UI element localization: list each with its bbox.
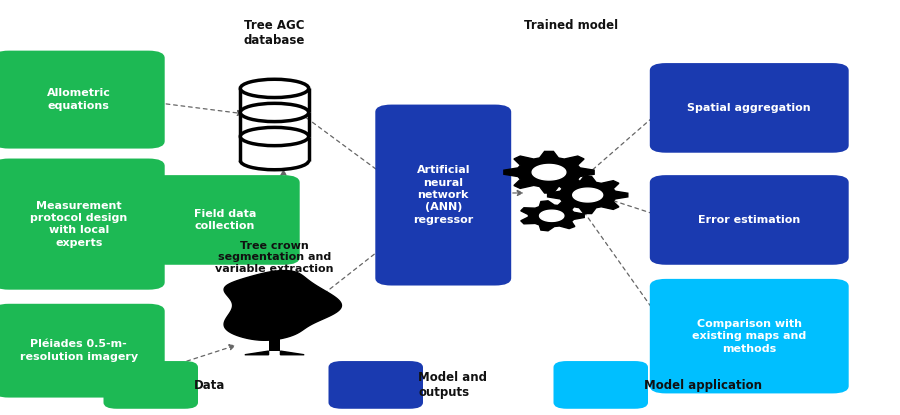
Text: Artificial
neural
network
(ANN)
regressor: Artificial neural network (ANN) regresso…	[413, 165, 473, 225]
Polygon shape	[504, 151, 594, 193]
Text: Spatial aggregation: Spatial aggregation	[688, 103, 811, 113]
FancyBboxPatch shape	[0, 51, 165, 149]
Text: Data: Data	[194, 378, 225, 392]
FancyBboxPatch shape	[104, 361, 198, 409]
Ellipse shape	[240, 103, 309, 122]
Text: Trained model: Trained model	[525, 19, 618, 32]
FancyBboxPatch shape	[0, 159, 165, 290]
Text: Comparison with
existing maps and
methods: Comparison with existing maps and method…	[692, 319, 806, 354]
Text: Field data
collection: Field data collection	[194, 209, 256, 231]
Polygon shape	[572, 188, 603, 202]
Text: Error estimation: Error estimation	[698, 215, 800, 225]
Polygon shape	[521, 201, 584, 231]
FancyBboxPatch shape	[554, 361, 648, 409]
Text: Allometric
equations: Allometric equations	[47, 88, 111, 111]
FancyBboxPatch shape	[328, 361, 423, 409]
Polygon shape	[224, 271, 341, 340]
Text: Tree AGC
database: Tree AGC database	[244, 19, 305, 46]
FancyBboxPatch shape	[650, 63, 849, 153]
Ellipse shape	[240, 127, 309, 146]
Text: Model application: Model application	[644, 378, 761, 392]
FancyBboxPatch shape	[650, 279, 849, 393]
FancyBboxPatch shape	[0, 304, 165, 398]
Text: Measurement
protocol design
with local
experts: Measurement protocol design with local e…	[30, 200, 128, 248]
FancyBboxPatch shape	[150, 175, 300, 265]
FancyBboxPatch shape	[650, 175, 849, 265]
Polygon shape	[539, 210, 564, 222]
Bar	[268, 326, 281, 351]
Polygon shape	[245, 351, 268, 355]
Text: Tree crown
segmentation and
variable extraction: Tree crown segmentation and variable ext…	[215, 241, 334, 274]
Polygon shape	[547, 176, 628, 214]
FancyBboxPatch shape	[375, 105, 511, 286]
Polygon shape	[281, 351, 304, 355]
Ellipse shape	[240, 79, 309, 98]
Text: Model and
outputs: Model and outputs	[418, 371, 488, 399]
Text: Pléiades 0.5-m-
resolution imagery: Pléiades 0.5-m- resolution imagery	[20, 339, 138, 362]
Polygon shape	[532, 164, 566, 180]
